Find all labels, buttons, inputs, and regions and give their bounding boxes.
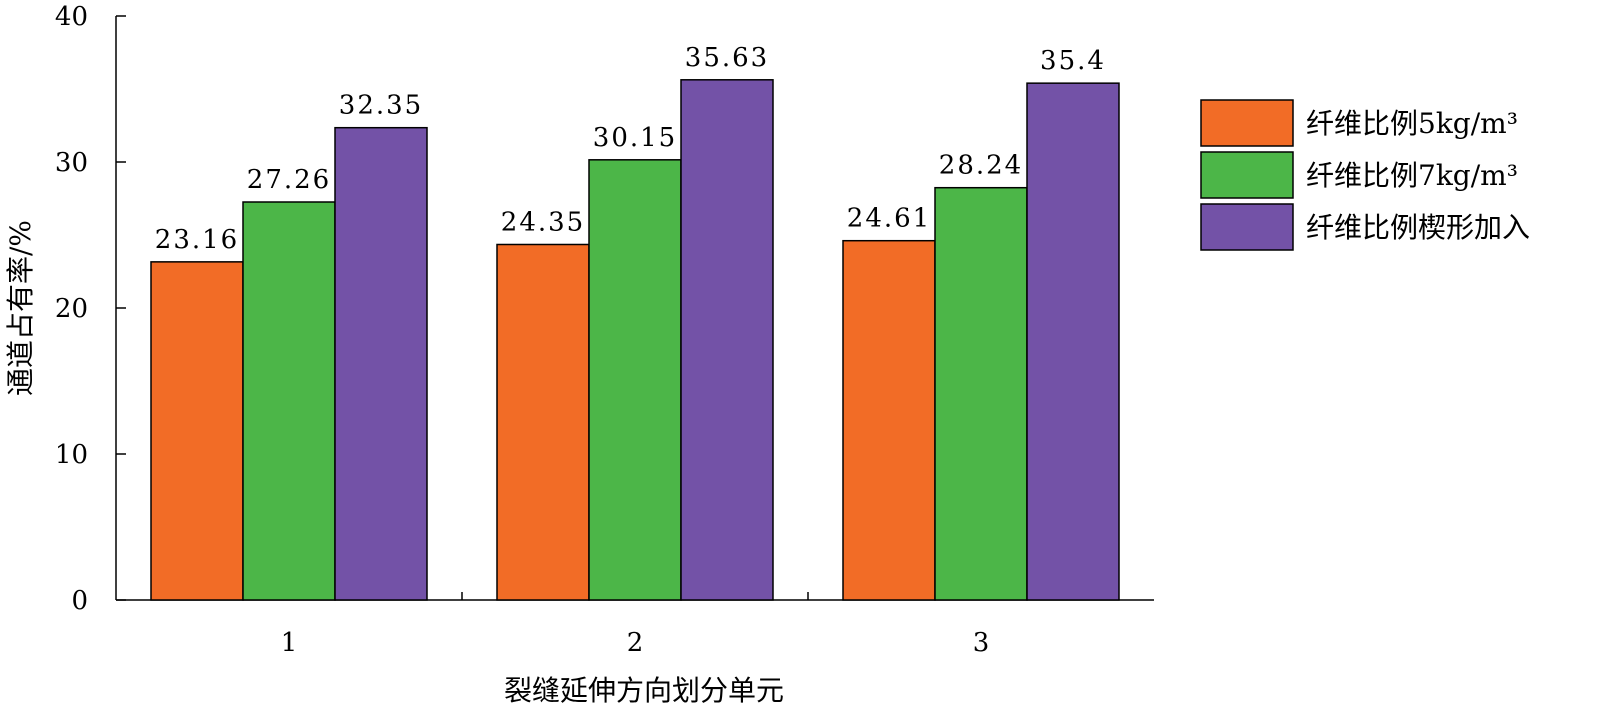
y-tick-label: 30: [55, 148, 88, 178]
bars: [150, 79, 1120, 601]
data-label: 30.15: [593, 123, 677, 153]
data-label: 23.16: [155, 225, 239, 255]
bar: [680, 79, 774, 601]
x-tick-label: 1: [281, 628, 298, 658]
bar: [242, 201, 336, 601]
y-tick-label: 10: [55, 440, 88, 470]
legend-label: 纤维比例5kg/m³: [1306, 107, 1518, 140]
legend-label: 纤维比例7kg/m³: [1306, 159, 1518, 192]
bar: [588, 159, 682, 601]
data-label: 28.24: [939, 151, 1023, 181]
data-label: 24.61: [847, 204, 931, 234]
data-label: 35.4: [1040, 46, 1106, 76]
legend-swatch: [1200, 99, 1294, 147]
bar: [934, 186, 1028, 601]
x-tick-label: 3: [973, 628, 990, 658]
data-label: 24.35: [501, 207, 585, 237]
data-label: 27.26: [247, 165, 331, 195]
legend-label: 纤维比例楔形加入: [1306, 211, 1530, 244]
y-axis-title: 通道占有率/%: [4, 220, 37, 396]
legend-swatch: [1200, 151, 1294, 199]
x-axis-title: 裂缝延伸方向划分单元: [504, 674, 784, 707]
y-tick-label: 20: [55, 294, 88, 324]
bar: [842, 239, 936, 601]
data-label: 32.35: [339, 91, 423, 121]
bar: [496, 243, 590, 601]
y-tick-label: 40: [55, 2, 88, 32]
bar: [1026, 82, 1120, 601]
bar: [334, 126, 428, 601]
legend: 纤维比例5kg/m³ 纤维比例7kg/m³ 纤维比例楔形加入: [1200, 99, 1530, 251]
data-label: 35.63: [685, 43, 769, 73]
y-tick-label: 0: [71, 586, 88, 616]
x-tick-label: 2: [627, 628, 644, 658]
legend-swatch: [1200, 203, 1294, 251]
bar: [150, 261, 244, 601]
data-labels: 23.16 27.26 32.35 24.35 30.15 35.63 24.61 28.24…: [155, 43, 1106, 255]
